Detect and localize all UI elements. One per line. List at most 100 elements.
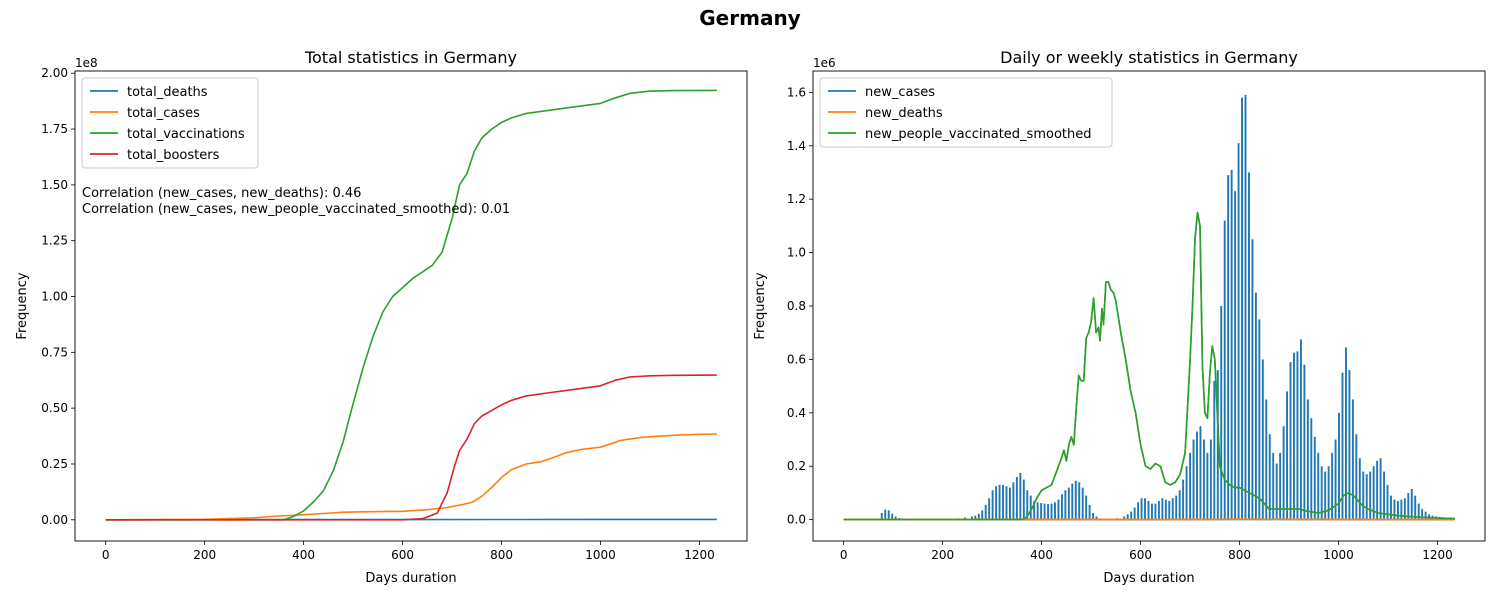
new-cases-bar [1123, 516, 1126, 520]
new-cases-bar [1137, 502, 1140, 520]
new-cases-bar [1161, 498, 1164, 520]
new-cases-bar [887, 510, 890, 520]
new-cases-bar [1092, 512, 1095, 520]
new-cases-bar [984, 504, 987, 520]
axis-ticks: 0 200 400 600 800 1000 1200 0.0 0.2 0.4 0.6 0.8 1.0 1… [787, 85, 1453, 562]
new-cases-bar [1372, 466, 1375, 520]
legend-label: total_boosters [127, 148, 220, 163]
x-tick-label: 800 [490, 548, 513, 562]
plot-area [74, 70, 748, 542]
new-cases-bar [1320, 466, 1323, 520]
new-cases-bar [1130, 511, 1133, 520]
y-axis-label: Frequency [753, 272, 768, 339]
y-tick-label: 1.4 [787, 139, 806, 153]
new-cases-bar [1393, 499, 1396, 520]
new-cases-bar [1244, 95, 1247, 520]
x-tick-label: 1200 [1422, 548, 1453, 562]
y-tick-label: 0.4 [787, 406, 806, 420]
daily-statistics-chart: Daily or weekly statistics in Germany 1e… [753, 48, 1486, 586]
new-cases-bar [1237, 143, 1240, 520]
new-cases-bar [1002, 484, 1004, 520]
new-cases-bar [1060, 494, 1063, 520]
y-tick-label: 1.6 [787, 85, 806, 99]
new-cases-bar [1015, 476, 1018, 520]
new-cases-bar [1365, 474, 1368, 520]
y-tick-label: 1.0 [787, 246, 806, 260]
legend-label: total_cases [127, 106, 200, 121]
new-cases-bar [1074, 480, 1077, 520]
new-cases-bar [1379, 458, 1382, 520]
new-cases-bar [977, 513, 980, 520]
new-cases-bar [1144, 498, 1146, 520]
new-cases-bar [880, 512, 883, 520]
new-cases-bar [1081, 487, 1084, 520]
new-cases-bar [1199, 426, 1202, 520]
legend: total_deaths total_cases total_vaccination… [81, 77, 259, 169]
new-cases-bar [1175, 495, 1178, 520]
y-tick-label: 0.75 [41, 345, 68, 359]
new-cases-bar [1216, 370, 1219, 520]
new-cases-bar [894, 516, 897, 520]
new-cases-bar [1012, 482, 1015, 520]
y-tick-label: 0.2 [787, 459, 806, 473]
new-cases-bar [1386, 484, 1389, 520]
new-cases-bar [1265, 399, 1268, 520]
new-cases-bar [1095, 516, 1098, 520]
new-cases-bar [1182, 479, 1185, 520]
x-tick-label: 600 [1129, 548, 1152, 562]
new-cases-bars [877, 95, 1455, 520]
legend-box [819, 77, 1113, 148]
new-cases-bar [1344, 347, 1347, 520]
new-cases-bar [1234, 191, 1237, 520]
new-cases-bar [1036, 502, 1039, 520]
y-scale-note: 1e8 [75, 56, 98, 70]
new-cases-bar [1227, 175, 1230, 520]
legend-label: total_vaccinations [127, 127, 245, 142]
new-cases-bar [1206, 452, 1209, 520]
new-cases-bar [1400, 499, 1403, 520]
new-cases-bar [1008, 487, 1011, 520]
new-cases-bar [1403, 498, 1406, 520]
x-tick-label: 0 [840, 548, 848, 562]
new-cases-bar [1248, 172, 1250, 520]
new-cases-bar [1417, 503, 1420, 520]
new-cases-bar [1220, 306, 1223, 520]
x-tick-label: 200 [931, 548, 954, 562]
new-cases-bar [1168, 500, 1171, 520]
new-cases-bar [1306, 399, 1309, 520]
new-cases-bar [891, 513, 894, 520]
new-cases-bar [1064, 490, 1067, 520]
new-cases-bar [1296, 351, 1299, 520]
new-cases-bar [1057, 499, 1060, 520]
legend-label: total_deaths [127, 85, 208, 100]
new-cases-bar [1324, 471, 1327, 520]
new-cases-bar [1279, 452, 1282, 520]
chart-title: Daily or weekly statistics in Germany [1000, 48, 1298, 67]
new-cases-bar [1209, 439, 1212, 520]
new-cases-bar [1126, 514, 1129, 520]
new-cases-bar [1383, 471, 1386, 520]
chart-title: Total statistics in Germany [304, 48, 517, 67]
legend-label: new_cases [865, 85, 935, 100]
x-tick-label: 1200 [684, 548, 715, 562]
new-cases-bar [1396, 500, 1399, 520]
y-tick-label: 0.0 [787, 513, 806, 527]
x-axis-label: Days duration [365, 571, 456, 586]
new-cases-bar [1133, 507, 1136, 520]
x-tick-label: 600 [391, 548, 414, 562]
new-cases-bar [1005, 486, 1008, 520]
new-cases-bar [1223, 220, 1226, 520]
legend: new_cases new_deaths new_people_vaccinated… [819, 77, 1113, 148]
x-tick-label: 800 [1228, 548, 1251, 562]
figure-title: Germany [699, 6, 801, 30]
y-tick-label: 1.25 [41, 234, 68, 248]
new-cases-bar [1054, 502, 1056, 520]
y-tick-label: 0.00 [41, 513, 68, 527]
legend-box [81, 77, 259, 169]
annotation-correlation-vaccinated: Correlation (new_cases, new_people_vacci… [82, 202, 510, 217]
new-cases-bar [1192, 439, 1195, 520]
new-cases-bar [1189, 452, 1192, 520]
new-cases-bar [1157, 500, 1160, 520]
new-cases-bar [1286, 391, 1289, 520]
axis-ticks: 0 200 400 600 800 1000 1200 0.00 0.25 0.50 0.75 1.0… [41, 66, 714, 562]
